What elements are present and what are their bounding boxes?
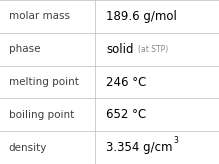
Text: phase: phase (9, 44, 40, 54)
Text: density: density (9, 143, 47, 153)
Text: 3: 3 (174, 136, 179, 145)
Text: molar mass: molar mass (9, 11, 70, 21)
Text: solid: solid (106, 43, 134, 56)
Text: 246 °C: 246 °C (106, 75, 147, 89)
Text: 189.6 g/mol: 189.6 g/mol (106, 10, 177, 23)
Text: boiling point: boiling point (9, 110, 74, 120)
Text: 3.354 g/cm: 3.354 g/cm (106, 141, 173, 154)
Text: (at STP): (at STP) (138, 45, 168, 54)
Text: 652 °C: 652 °C (106, 108, 147, 121)
Text: melting point: melting point (9, 77, 79, 87)
